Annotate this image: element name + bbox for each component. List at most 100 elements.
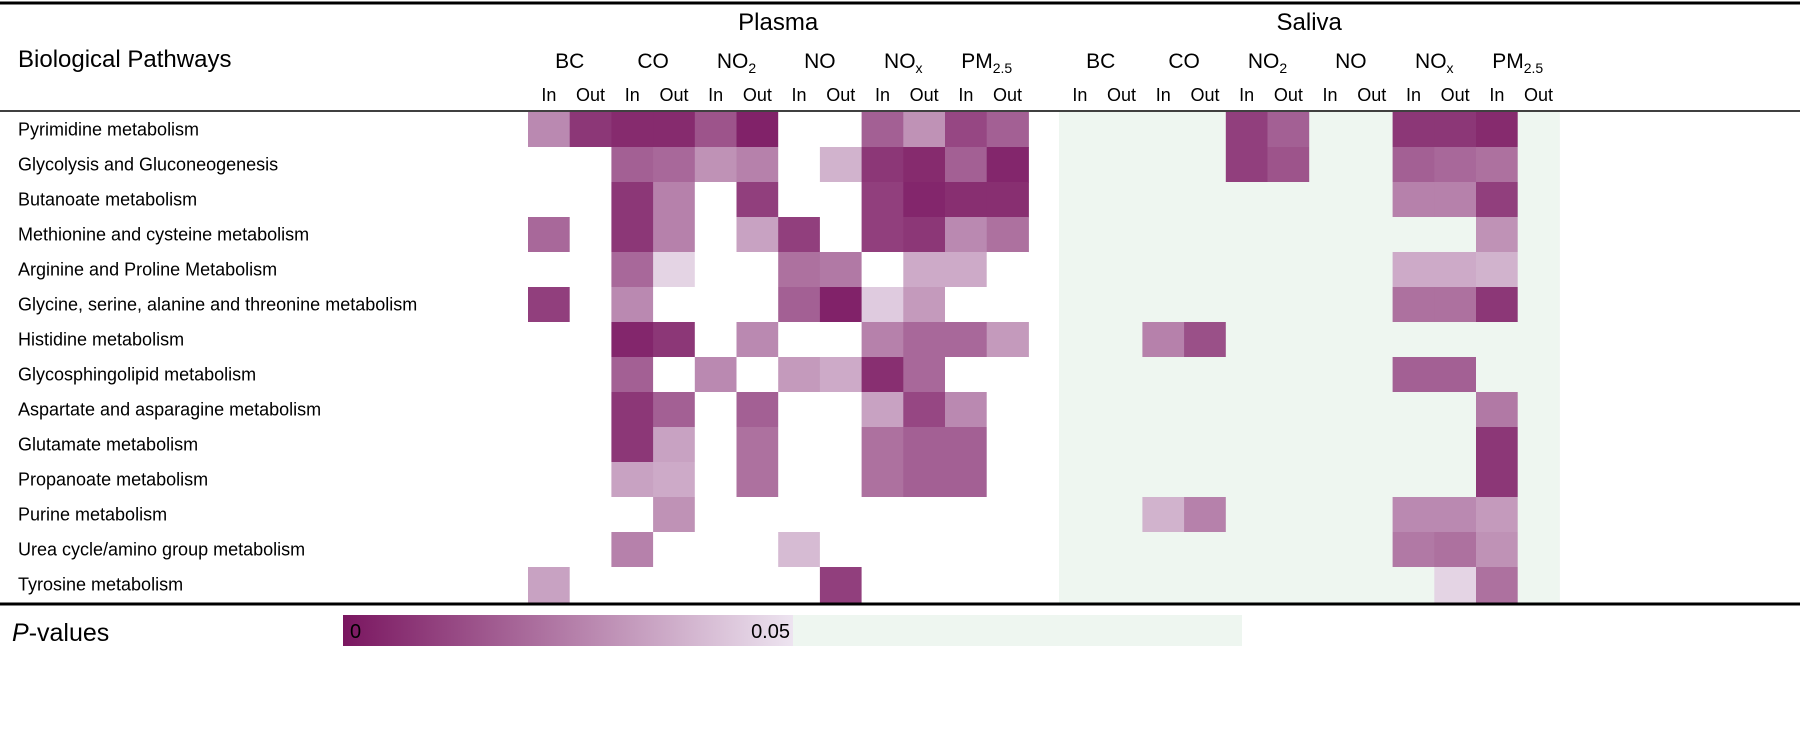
- heatmap-cell: [1476, 182, 1519, 218]
- heatmap-cell: [1517, 462, 1560, 498]
- heatmap-cell: [1309, 217, 1352, 253]
- heatmap-cell: [861, 392, 904, 428]
- heatmap-cell: [653, 252, 696, 288]
- heatmap-cell: [694, 252, 737, 288]
- heatmap-cell: [903, 532, 946, 568]
- legend-min-label: 0: [350, 621, 361, 643]
- heatmap-cell: [569, 287, 612, 323]
- heatmap-cell: [611, 287, 654, 323]
- heatmap-cell: [778, 147, 821, 183]
- heatmap-cell: [778, 287, 821, 323]
- heatmap-cell: [611, 357, 654, 393]
- heatmap-cell: [819, 147, 863, 183]
- pollutant-header: NOx: [1415, 50, 1454, 76]
- heatmap-cell: [903, 322, 946, 358]
- heatmap-cell: [528, 182, 571, 218]
- heatmap-cell: [528, 217, 571, 253]
- heatmap-cell: [569, 357, 612, 393]
- heatmap-cell: [1517, 287, 1560, 323]
- heatmap-cell: [569, 112, 612, 148]
- heatmap-cell: [736, 182, 779, 218]
- heatmap-cell: [1350, 392, 1394, 428]
- heatmap-cell: [861, 462, 904, 498]
- exposure-header: In: [958, 85, 973, 105]
- heatmap-cell: [945, 392, 988, 428]
- heatmap-cell: [986, 252, 1029, 288]
- heatmap-cell: [1517, 217, 1560, 253]
- heatmap-cell: [1059, 357, 1102, 393]
- heatmap-cell: [736, 427, 779, 463]
- heatmap-cells: [528, 112, 1560, 603]
- heatmap-cell: [1350, 532, 1394, 568]
- row-label: Propanoate metabolism: [18, 470, 208, 490]
- heatmap-cell: [945, 112, 988, 148]
- group-header: Plasma: [738, 9, 819, 36]
- heatmap-cell: [1225, 392, 1268, 428]
- heatmap-cell: [1434, 322, 1477, 358]
- heatmap-cell: [1517, 112, 1560, 148]
- heatmap-cell: [1225, 112, 1268, 148]
- heatmap-cell: [903, 182, 946, 218]
- heatmap-cell: [903, 462, 946, 498]
- heatmap-cell: [1225, 182, 1268, 218]
- heatmap-cell: [819, 532, 863, 568]
- heatmap-cell: [778, 182, 821, 218]
- exposure-header: Out: [1441, 85, 1470, 105]
- heatmap-cell: [653, 112, 696, 148]
- heatmap-cell: [778, 427, 821, 463]
- heatmap-cell: [1434, 217, 1477, 253]
- heatmap-cell: [861, 357, 904, 393]
- heatmap-cell: [986, 497, 1029, 533]
- heatmap-cell: [1225, 427, 1268, 463]
- heatmap-cell: [1434, 112, 1477, 148]
- heatmap-cell: [819, 287, 863, 323]
- heatmap-cell: [986, 392, 1029, 428]
- heatmap-cell: [736, 287, 779, 323]
- heatmap-cell: [1142, 217, 1185, 253]
- pollutant-header: CO: [637, 50, 669, 73]
- heatmap-cell: [1059, 287, 1102, 323]
- heatmap-cell: [569, 427, 612, 463]
- heatmap-cell: [694, 427, 737, 463]
- heatmap-cell: [1267, 497, 1310, 533]
- heatmap-cell: [819, 252, 863, 288]
- heatmap-cell: [945, 252, 988, 288]
- heatmap-cell: [694, 322, 737, 358]
- heatmap-cell: [1267, 532, 1310, 568]
- heatmap-cell: [1267, 252, 1310, 288]
- group-header: Saliva: [1277, 9, 1343, 36]
- heatmap-cell: [1309, 112, 1352, 148]
- heatmap-cell: [736, 112, 779, 148]
- heatmap-cell: [986, 322, 1029, 358]
- exposure-header: In: [875, 85, 890, 105]
- heatmap-cell: [569, 497, 612, 533]
- heatmap-cell: [1267, 392, 1310, 428]
- heatmap-cell: [611, 182, 654, 218]
- heatmap-cell: [986, 147, 1029, 183]
- heatmap-cell: [736, 497, 779, 533]
- heatmap-cell: [694, 497, 737, 533]
- heatmap-cell: [1059, 252, 1102, 288]
- heatmap-cell: [1309, 322, 1352, 358]
- heatmap-cell: [1142, 567, 1185, 603]
- heatmap-cell: [1392, 497, 1435, 533]
- heatmap-cell: [1476, 252, 1519, 288]
- heatmap-cell: [569, 462, 612, 498]
- heatmap-cell: [778, 322, 821, 358]
- pollutant-header: NO2: [1248, 50, 1288, 76]
- row-label: Glutamate metabolism: [18, 435, 198, 455]
- heatmap-cell: [611, 497, 654, 533]
- heatmap-cell: [1225, 567, 1268, 603]
- heatmap-cell: [1267, 147, 1310, 183]
- heatmap-cell: [1434, 497, 1477, 533]
- heatmap-cell: [569, 182, 612, 218]
- heatmap-cell: [1392, 532, 1435, 568]
- heatmap-cell: [1100, 532, 1143, 568]
- heatmap-cell: [861, 532, 904, 568]
- heatmap-cell: [569, 322, 612, 358]
- heatmap-cell: [1476, 567, 1519, 603]
- heatmap-cell: [986, 182, 1029, 218]
- heatmap-cell: [1434, 567, 1477, 603]
- row-label: Histidine metabolism: [18, 330, 184, 350]
- heatmap-cell: [736, 567, 779, 603]
